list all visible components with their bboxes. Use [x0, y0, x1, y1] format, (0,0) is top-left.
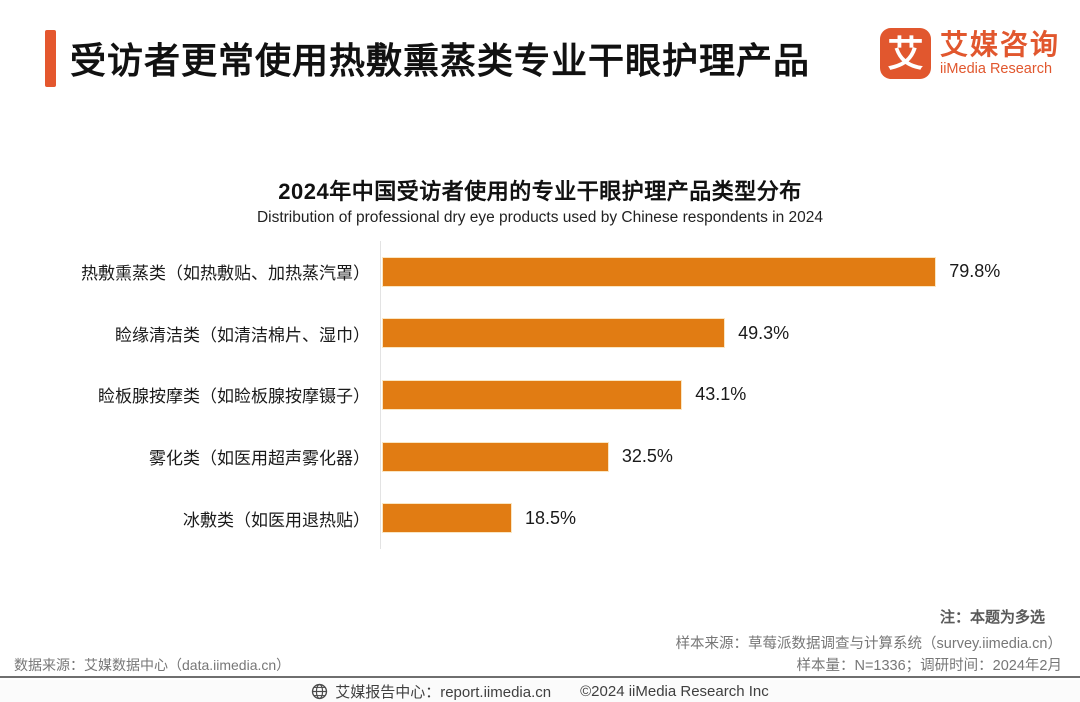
report-center-text: 艾媒报告中心：report.iimedia.cn [335, 683, 552, 701]
chart-subtitle: Distribution of professional dry eye pro… [256, 209, 824, 226]
sample-size: 样本量：N=1336；调研时间：2024年2月 [796, 658, 1062, 674]
bar [383, 380, 682, 409]
footer: 艾媒报告中心：report.iimedia.cn ©2024 iiMedia R… [0, 680, 1080, 702]
bar-track: 79.8% [380, 241, 1080, 303]
page-title: 受访者更常使用热敷熏蒸类专业干眼护理产品 [70, 40, 811, 81]
bar [383, 442, 608, 471]
multi-select-note: 注：本题为多选 [939, 609, 1045, 626]
category-label: 雾化类（如医用超声雾化器） [149, 449, 370, 469]
category-label: 睑板腺按摩类（如睑板腺按摩镊子） [98, 387, 370, 407]
copyright-text: ©2024 iiMedia Research Inc [580, 682, 769, 700]
value-label: 49.3% [738, 322, 790, 343]
category-label: 热敷熏蒸类（如热敷贴、加热蒸汽罩） [81, 264, 370, 284]
value-label: 43.1% [695, 384, 747, 405]
logo-glyph: 艾 [887, 32, 924, 74]
bar-chart: 热敷熏蒸类（如热敷贴、加热蒸汽罩） 79.8% 睑缘清洁类（如清洁棉片、湿巾） 49.… [0, 241, 1080, 549]
bar-row: 睑缘清洁类（如清洁棉片、湿巾） 49.3% [0, 302, 1080, 365]
bar [383, 504, 512, 533]
bar-track: 32.5% [380, 425, 1080, 488]
footer-divider [0, 676, 1080, 678]
bar-row: 冰敷类（如医用退热贴） 18.5% [0, 487, 1080, 549]
bar [383, 257, 936, 286]
iimedia-logo-icon: 艾 [879, 28, 931, 79]
category-label: 睑缘清洁类（如清洁棉片、湿巾） [115, 325, 370, 345]
data-source: 数据来源：艾媒数据中心（data.iimedia.cn） [14, 657, 291, 673]
sample-info: 样本来源：草莓派数据调查与计算系统（survey.iimedia.cn） 样本量… [676, 633, 1062, 677]
bar [383, 319, 725, 348]
value-label: 32.5% [621, 446, 673, 467]
chart-title: 2024年中国受访者使用的专业干眼护理产品类型分布 [278, 179, 802, 204]
brand-name-en: iiMedia Research [939, 61, 1053, 78]
globe-icon [311, 683, 328, 700]
sample-source: 样本来源：草莓派数据调查与计算系统（survey.iimedia.cn） [675, 636, 1062, 652]
bar-track: 49.3% [380, 302, 1080, 365]
bar-track: 18.5% [380, 487, 1080, 549]
brand-logo: 艾 艾媒咨询 iiMedia Research [879, 28, 1060, 79]
value-label: 79.8% [949, 261, 1001, 282]
category-label: 冰敷类（如医用退热贴） [183, 510, 370, 530]
bar-row: 雾化类（如医用超声雾化器） 32.5% [0, 425, 1080, 488]
brand-text: 艾媒咨询 iiMedia Research [939, 28, 1060, 78]
bar-row: 热敷熏蒸类（如热敷贴、加热蒸汽罩） 79.8% [0, 241, 1080, 303]
brand-name-cn: 艾媒咨询 [939, 28, 1060, 60]
title-accent-bar [45, 30, 56, 87]
bar-track: 43.1% [380, 364, 1080, 426]
value-label: 18.5% [525, 507, 577, 528]
bar-row: 睑板腺按摩类（如睑板腺按摩镊子） 43.1% [0, 364, 1080, 426]
